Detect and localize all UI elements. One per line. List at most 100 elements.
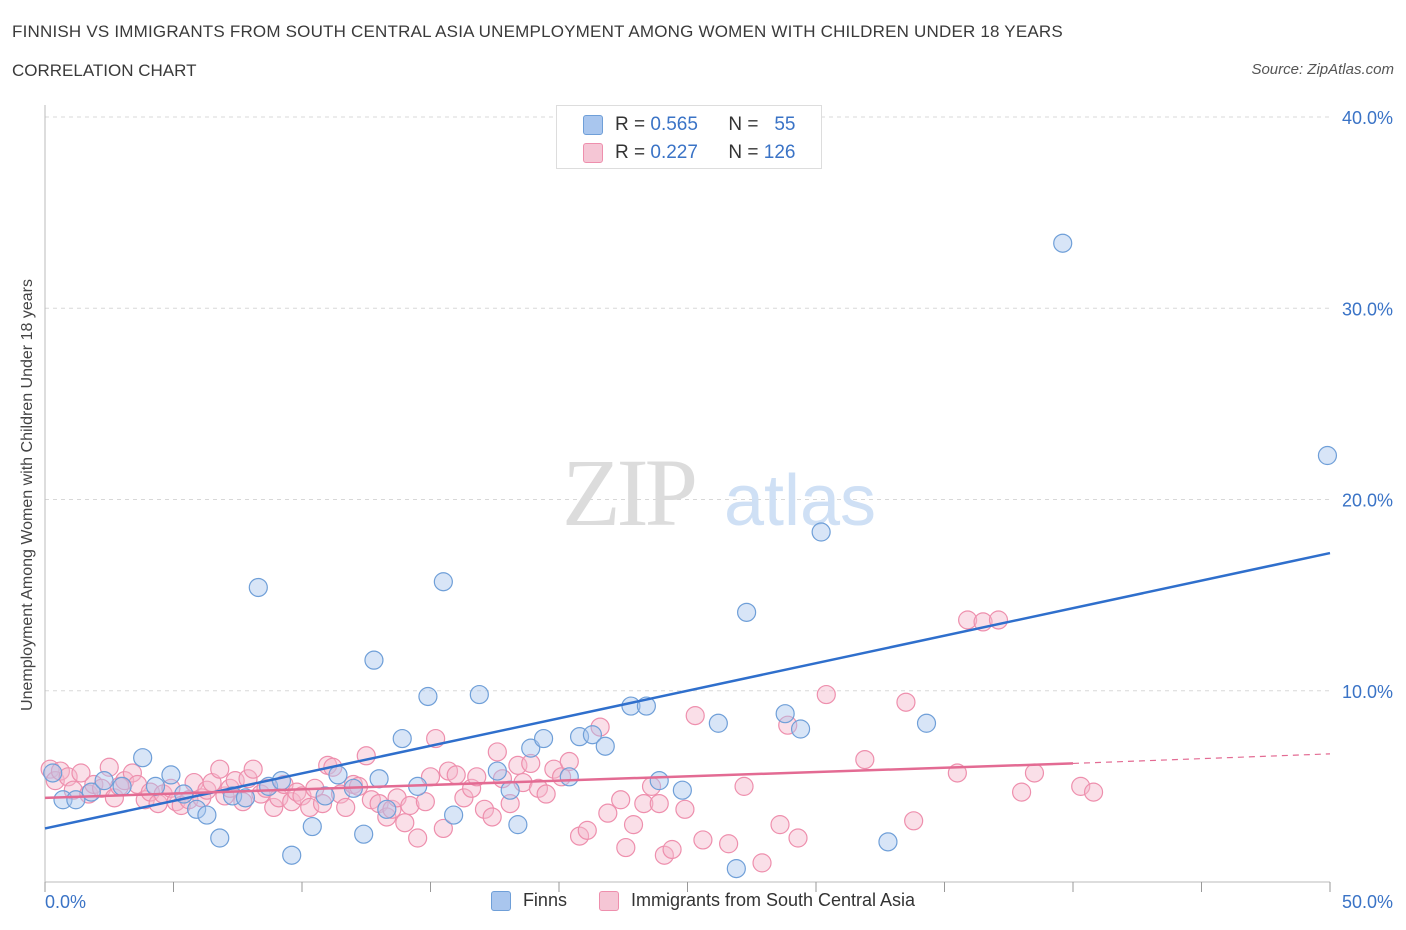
immigrants-point xyxy=(521,753,541,774)
immigrants-point xyxy=(770,815,790,835)
series-legend: Finns Immigrants from South Central Asia xyxy=(0,890,1406,911)
immigrants-point xyxy=(598,803,618,823)
finns-point xyxy=(521,738,541,758)
immigrants-points xyxy=(40,610,1104,873)
finns-point xyxy=(672,780,692,800)
immigrants-point xyxy=(287,782,307,802)
immigrants-point xyxy=(634,793,654,814)
immigrants-trend-extension xyxy=(1072,753,1331,765)
watermark-zip: ZIP xyxy=(562,439,695,546)
finns-point xyxy=(533,728,554,749)
immigrants-point xyxy=(45,771,65,791)
immigrants-point xyxy=(577,820,597,840)
immigrants-point xyxy=(752,853,772,873)
finns-point xyxy=(248,577,268,598)
finns-point xyxy=(133,748,153,768)
finns-point xyxy=(145,776,166,796)
immigrants-point xyxy=(243,759,263,779)
immigrants-point xyxy=(300,797,320,818)
x-tick-label: 0.0% xyxy=(45,892,86,912)
immigrants-trend-line xyxy=(44,762,1074,800)
grid-lines xyxy=(45,116,1330,692)
tick-labels: 10.0% 20.0% 30.0% 40.0% 0.0% 50.0% xyxy=(45,108,1393,912)
immigrants-point xyxy=(590,717,610,737)
immigrants-legend-swatch xyxy=(598,890,619,911)
finns-point xyxy=(328,765,348,785)
finns-point xyxy=(369,769,389,789)
immigrants-point xyxy=(569,826,590,846)
finns-point xyxy=(595,736,615,756)
r-label: R = xyxy=(615,142,646,163)
immigrants-point xyxy=(1011,782,1032,802)
immigrants-point xyxy=(282,792,302,812)
immigrants-point xyxy=(400,795,420,816)
finns-point xyxy=(43,763,63,783)
finns-point xyxy=(790,719,811,739)
finns-n-value: 55 xyxy=(774,114,796,135)
immigrants-r-value: 0.227 xyxy=(650,142,698,163)
immigrants-point xyxy=(122,763,142,783)
immigrants-point xyxy=(649,793,669,814)
legend-item-finns[interactable]: Finns xyxy=(490,890,567,911)
finns-point xyxy=(878,832,898,852)
immigrants-point xyxy=(210,759,230,779)
immigrants-point xyxy=(719,834,739,854)
immigrants-point xyxy=(544,759,564,779)
immigrants-legend-label: Immigrants from South Central Asia xyxy=(630,890,916,910)
immigrants-point xyxy=(662,839,682,860)
finns-point xyxy=(916,713,937,733)
immigrants-point xyxy=(446,765,466,785)
immigrants-point xyxy=(536,784,556,804)
finns-point xyxy=(500,780,520,800)
immigrants-point xyxy=(734,776,754,796)
finns-point xyxy=(487,761,507,781)
finns-point xyxy=(737,602,757,622)
immigrants-point xyxy=(336,797,356,818)
finns-point xyxy=(364,650,384,670)
finns-point xyxy=(66,790,86,810)
immigrants-point xyxy=(904,811,924,831)
chart-subtitle: CORRELATION CHART xyxy=(12,61,197,80)
finns-point xyxy=(708,713,728,733)
immigrants-point xyxy=(693,830,713,850)
immigrants-point xyxy=(623,815,644,835)
immigrants-point xyxy=(1024,763,1045,783)
trend-lines xyxy=(44,551,1331,830)
finns-point xyxy=(444,805,464,825)
finns-trend-line xyxy=(44,551,1331,830)
finns-point xyxy=(811,522,831,542)
immigrants-point xyxy=(855,749,875,770)
finns-point xyxy=(235,788,256,808)
immigrants-point xyxy=(482,807,502,827)
x-tick-label: 50.0% xyxy=(1342,892,1393,912)
immigrants-point xyxy=(816,684,836,705)
stats-legend: R = 0.565 N = 55 R = 0.227 N = 126 xyxy=(556,105,822,169)
immigrants-point xyxy=(467,767,487,787)
finns-point xyxy=(271,771,292,791)
immigrants-point xyxy=(528,778,549,798)
legend-row-immigrants: R = 0.227 N = 126 xyxy=(583,141,795,165)
immigrants-n-value: 126 xyxy=(763,142,796,163)
n-label: N = xyxy=(728,142,759,163)
immigrants-point xyxy=(433,818,453,839)
finns-point xyxy=(392,728,412,749)
finns-point xyxy=(433,572,453,592)
immigrants-point xyxy=(408,828,428,848)
finns-point xyxy=(649,771,669,791)
immigrants-point xyxy=(611,790,631,810)
immigrants-point xyxy=(474,799,495,819)
finns-point xyxy=(112,776,132,796)
immigrants-point xyxy=(958,610,978,630)
immigrants-point xyxy=(415,792,435,812)
r-label: R = xyxy=(615,114,646,135)
immigrants-point xyxy=(500,793,520,814)
finns-points xyxy=(43,233,1338,879)
finns-point xyxy=(1317,445,1338,466)
legend-item-immigrants[interactable]: Immigrants from South Central Asia xyxy=(598,890,916,911)
immigrants-point xyxy=(778,715,798,735)
immigrants-point xyxy=(382,799,402,819)
finns-point xyxy=(197,805,217,825)
finns-point xyxy=(418,686,438,707)
watermark: ZIP atlas xyxy=(562,439,876,546)
